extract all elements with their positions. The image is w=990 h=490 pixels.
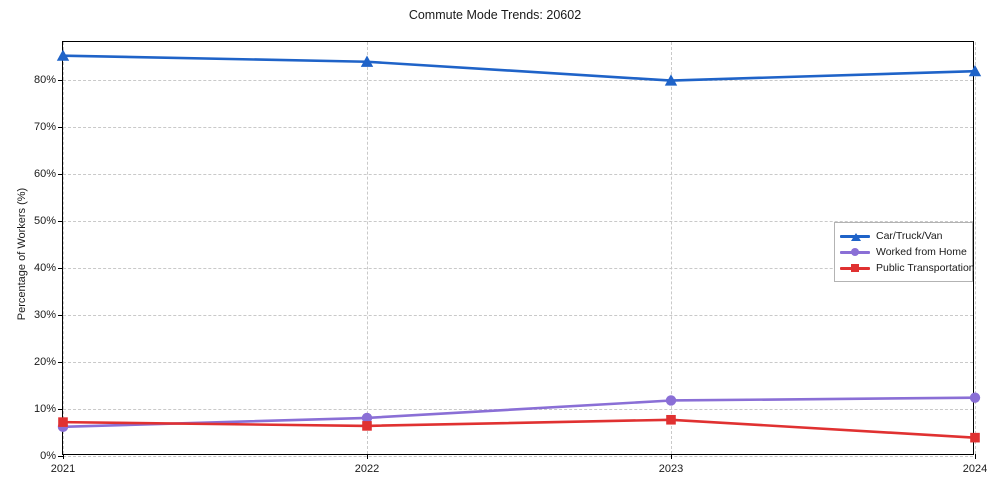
gridline-horizontal — [63, 456, 973, 457]
gridline-vertical — [975, 42, 976, 454]
legend-square-marker-icon — [851, 264, 859, 272]
x-tick-label: 2022 — [354, 463, 380, 475]
chart-legend: Car/Truck/Van Worked from Home Public Tran… — [834, 222, 975, 282]
gridline-horizontal — [63, 220, 973, 222]
y-tick-label: 0% — [40, 450, 56, 462]
data-point-marker — [58, 417, 68, 427]
y-tick-label: 50% — [33, 214, 56, 227]
gridline-vertical — [367, 42, 368, 454]
legend-item[interactable]: Worked from Home — [840, 244, 967, 260]
x-tick-label: 2021 — [50, 463, 76, 475]
data-point-marker — [362, 421, 372, 431]
y-tick-mark — [58, 408, 63, 410]
legend-triangle-marker-icon — [851, 233, 861, 241]
legend-label: Worked from Home — [876, 246, 967, 258]
gridline-horizontal — [63, 173, 973, 175]
legend-swatch — [840, 261, 870, 275]
data-point-marker — [970, 432, 980, 443]
legend-circle-marker-icon — [851, 248, 859, 256]
x-tick-mark — [63, 454, 64, 459]
gridline-vertical — [671, 42, 672, 454]
x-tick-mark — [367, 454, 368, 459]
series-line — [61, 396, 977, 429]
y-tick-mark — [58, 361, 63, 363]
data-point-marker — [56, 49, 70, 61]
y-tick-label: 30% — [33, 308, 56, 321]
gridline-vertical — [63, 42, 64, 454]
gridline-horizontal — [63, 361, 973, 363]
legend-swatch — [840, 229, 870, 243]
x-tick-label: 2024 — [962, 463, 988, 475]
y-axis-title: Percentage of Workers (%) — [16, 187, 28, 321]
y-tick-mark — [58, 173, 63, 175]
y-tick-mark — [58, 314, 63, 316]
data-point-marker — [666, 414, 676, 425]
series-public-transportation — [58, 414, 980, 443]
gridline-horizontal — [63, 79, 973, 81]
gridline-horizontal — [63, 314, 973, 316]
y-tick-mark — [58, 267, 63, 269]
data-point-marker — [664, 74, 678, 86]
y-tick-mark — [58, 456, 63, 457]
data-point-marker — [969, 392, 981, 403]
series-layer — [56, 49, 982, 443]
y-tick-label: 40% — [33, 261, 56, 274]
data-point-marker — [361, 412, 373, 424]
x-tick-mark — [671, 454, 672, 459]
series-car-truck-van — [56, 49, 982, 86]
gridline-horizontal — [63, 267, 973, 269]
legend-swatch — [840, 245, 870, 259]
plot-area: 0% 10% 20% 30% 40% 50% 60% 70% 80% 2021 2022 2023 2… — [34, 41, 987, 475]
x-tick-label: 2023 — [658, 463, 684, 475]
y-tick-mark — [58, 79, 63, 81]
series-worked-from-home — [57, 392, 981, 433]
legend-item[interactable]: Public Transportation — [840, 260, 975, 276]
legend-item[interactable]: Car/Truck/Van — [840, 228, 966, 244]
legend-label: Car/Truck/Van — [876, 230, 943, 242]
x-tick-mark — [975, 454, 976, 459]
y-tick-mark — [58, 220, 63, 222]
y-tick-mark — [58, 126, 63, 128]
y-tick-label: 10% — [33, 402, 56, 415]
chart-title: Commute Mode Trends: 20602 — [408, 8, 582, 22]
data-point-marker — [665, 395, 677, 406]
y-tick-label: 20% — [33, 355, 56, 368]
y-tick-label: 60% — [33, 167, 56, 180]
legend-label: Public Transportation — [876, 262, 975, 274]
gridline-horizontal — [63, 126, 973, 128]
y-tick-label: 70% — [33, 120, 56, 133]
data-point-marker — [360, 55, 374, 67]
data-point-marker — [968, 64, 982, 77]
series-line — [61, 54, 977, 82]
series-line — [61, 418, 977, 439]
y-tick-label: 80% — [33, 73, 56, 86]
